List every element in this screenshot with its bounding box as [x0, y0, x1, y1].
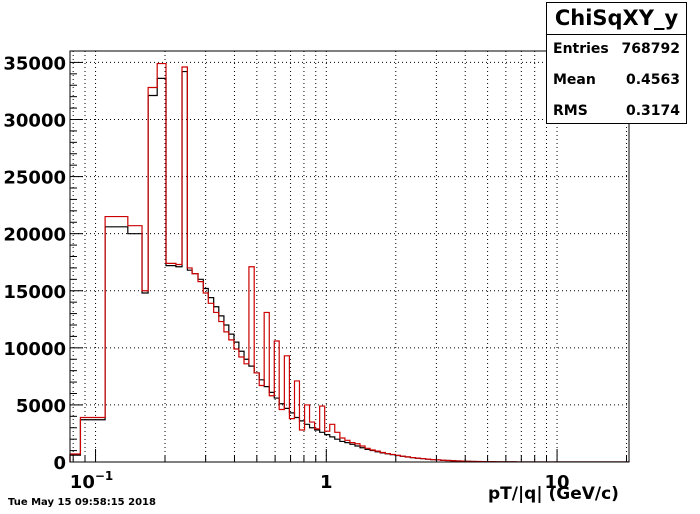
timestamp: Tue May 15 09:58:15 2018 [8, 497, 156, 508]
histogram-series [69, 62, 630, 463]
x-tick-label: 1 [320, 472, 333, 493]
stats-label: RMS [553, 103, 588, 119]
y-tick-label: 0 [53, 453, 66, 474]
x-axis: 10−1 1 10 [70, 449, 628, 493]
x-tick-label: 10 [545, 472, 570, 493]
y-tick-label: 10000 [3, 339, 66, 360]
y-axis: 0 5000 10000 15000 20000 25000 30000 35000 [3, 53, 83, 474]
x-tick-label: 10−1 [70, 469, 113, 493]
stats-row-rms: RMS 0.3174 [553, 103, 680, 119]
histogram-red-series [69, 62, 630, 463]
y-tick-label: 15000 [3, 282, 66, 303]
y-tick-label: 5000 [16, 396, 66, 417]
x-axis-title: pT/|q| (GeV/c) [488, 484, 619, 504]
y-tick-label: 20000 [3, 225, 66, 246]
stats-value: 0.4563 [625, 72, 680, 88]
stats-row-mean: Mean 0.4563 [553, 72, 680, 88]
stats-title: ChiSqXY_y [547, 3, 686, 35]
stats-label: Mean [553, 72, 596, 88]
histogram-black-series [69, 70, 630, 463]
stats-label: Entries [553, 41, 609, 57]
stats-row-entries: Entries 768792 [553, 41, 680, 57]
y-tick-label: 25000 [3, 168, 66, 189]
y-tick-label: 35000 [3, 53, 66, 74]
y-tick-label: 30000 [3, 111, 66, 132]
stats-box: ChiSqXY_y Entries 768792 Mean 0.4563 RMS… [546, 2, 687, 124]
stats-value: 768792 [621, 41, 680, 57]
stats-value: 0.3174 [625, 103, 680, 119]
